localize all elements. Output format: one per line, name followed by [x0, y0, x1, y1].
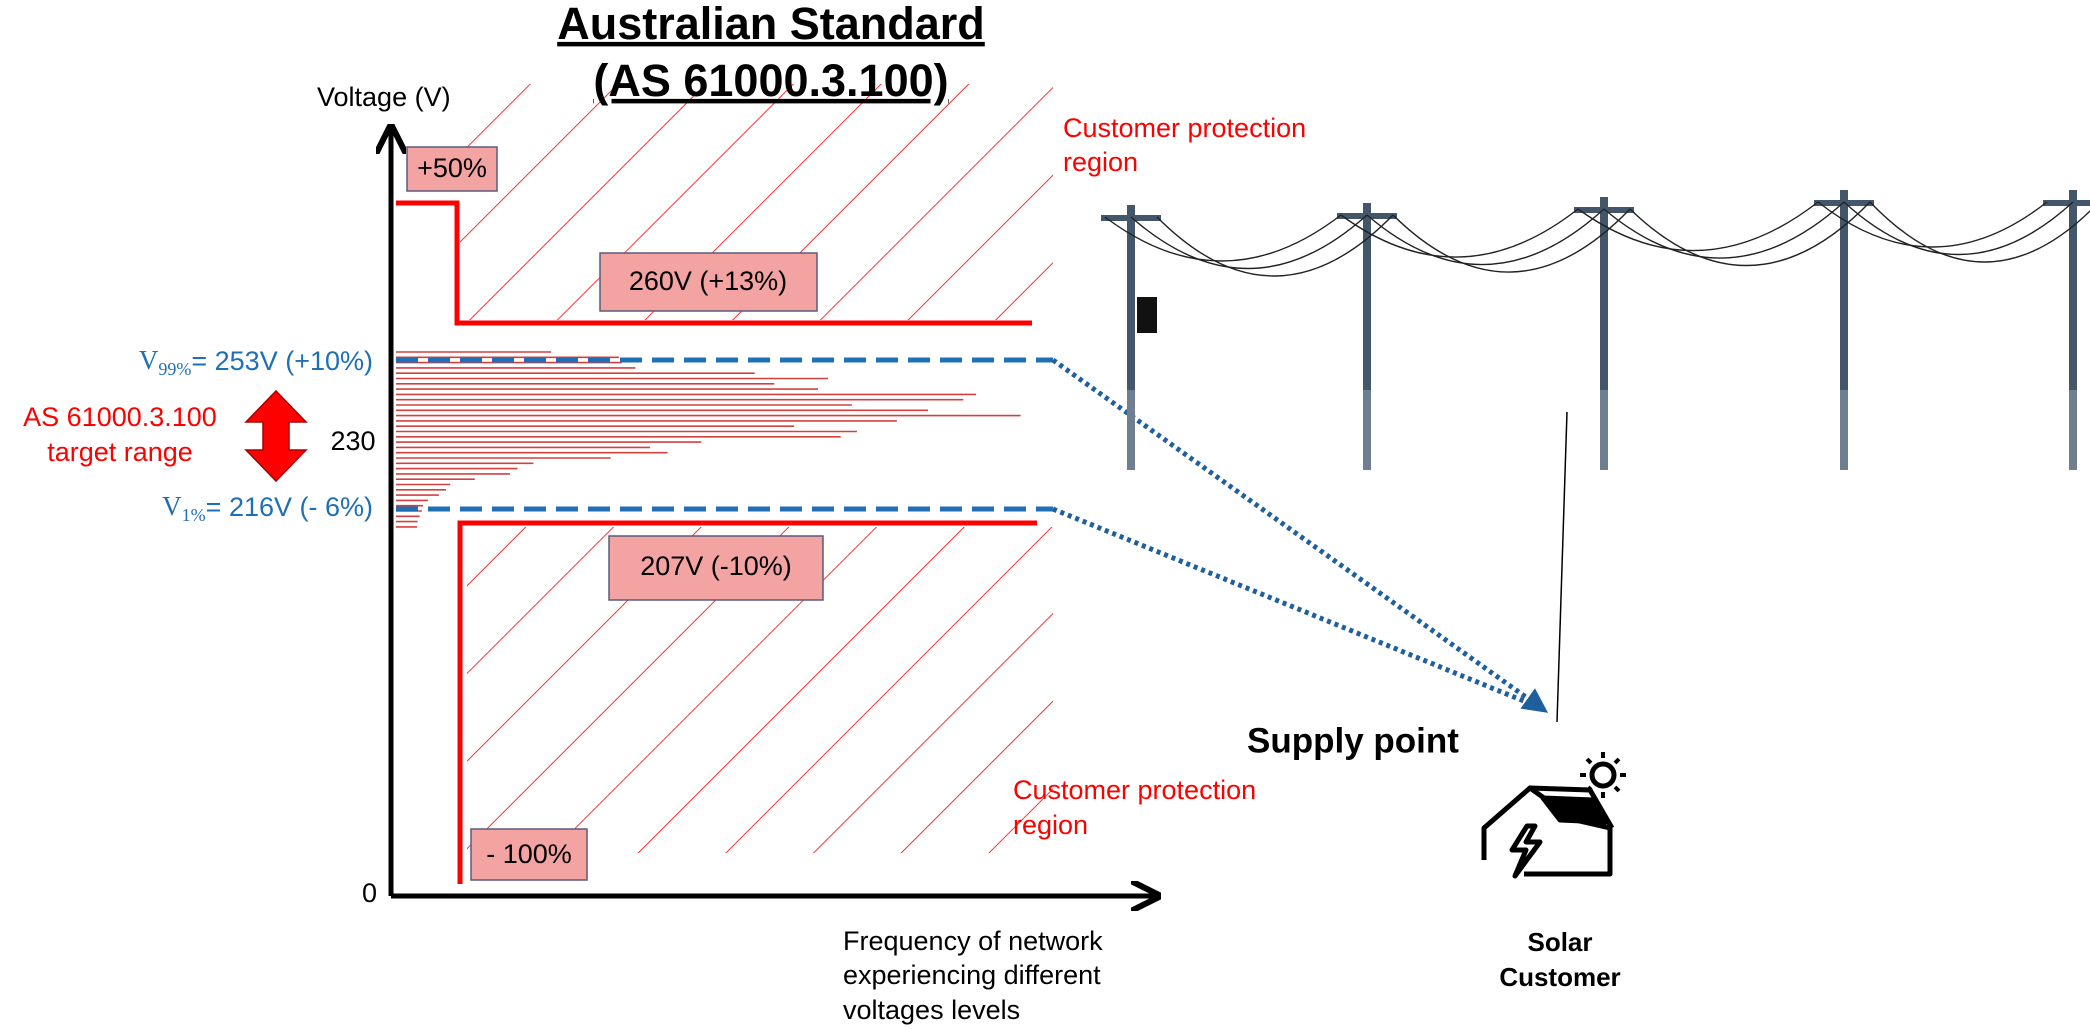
- title: (AS 61000.3.100): [593, 55, 948, 106]
- wire: [1157, 215, 1393, 276]
- diagram: Australian Standard (AS 61000.3.100) Vol…: [0, 0, 2090, 1029]
- solar-customer: Customer: [1499, 962, 1620, 992]
- solar-icon: [1484, 752, 1626, 876]
- protection-label: Customer protection: [1013, 775, 1256, 805]
- target-range: AS 61000.3.100: [23, 402, 217, 432]
- solar-customer: Solar: [1527, 927, 1592, 957]
- subscript: 1%: [182, 505, 206, 525]
- transformer: [1137, 297, 1157, 333]
- y-axis-label: Voltage (V): [317, 82, 451, 112]
- v-text: = 216V (- 6%): [206, 492, 373, 522]
- v1-label: V1%= 216V (- 6%): [162, 491, 373, 525]
- v-symbol: V: [162, 491, 182, 521]
- subscript: 99%: [158, 359, 191, 379]
- label: 207V (-10%): [640, 551, 792, 581]
- wire: [1105, 215, 1341, 261]
- v-symbol: V: [139, 345, 159, 375]
- label: - 100%: [486, 839, 572, 869]
- pole-base: [1127, 390, 1135, 470]
- histogram: [396, 352, 1021, 527]
- v-text: = 253V (+10%): [191, 346, 373, 376]
- protection-label: Customer protection: [1063, 113, 1306, 143]
- zero-label: 0: [362, 878, 377, 908]
- dotted-arrow: [1053, 509, 1536, 706]
- protection-label: region: [1063, 147, 1138, 177]
- label: 260V (+13%): [629, 266, 787, 296]
- nominal-label: 230: [330, 426, 375, 456]
- crossarm: [2043, 200, 2090, 206]
- pole-base: [1600, 390, 1608, 470]
- wire: [1393, 209, 1630, 272]
- pole-base: [1363, 390, 1371, 470]
- wire: [1131, 215, 1367, 269]
- x-axis-label: experiencing different: [843, 960, 1101, 990]
- service-line: [1557, 412, 1567, 722]
- v99-label: V99%= 253V (+10%): [139, 345, 373, 379]
- pole-base: [1840, 390, 1848, 470]
- page: {"title": {"line1": "Australian Standard…: [0, 0, 2090, 1029]
- target-range: target range: [47, 437, 193, 467]
- label: +50%: [417, 153, 487, 183]
- power-lines: [1101, 190, 2090, 470]
- title: Australian Standard: [557, 0, 985, 49]
- protection-label: region: [1013, 810, 1088, 840]
- x-axis-label: Frequency of network: [843, 926, 1103, 956]
- dotted-arrow: [1053, 360, 1544, 710]
- x-axis-label: voltages levels: [843, 995, 1020, 1025]
- supply-point: Supply point: [1247, 721, 1459, 760]
- range-arrow: [246, 391, 306, 481]
- pole-base: [2069, 390, 2077, 470]
